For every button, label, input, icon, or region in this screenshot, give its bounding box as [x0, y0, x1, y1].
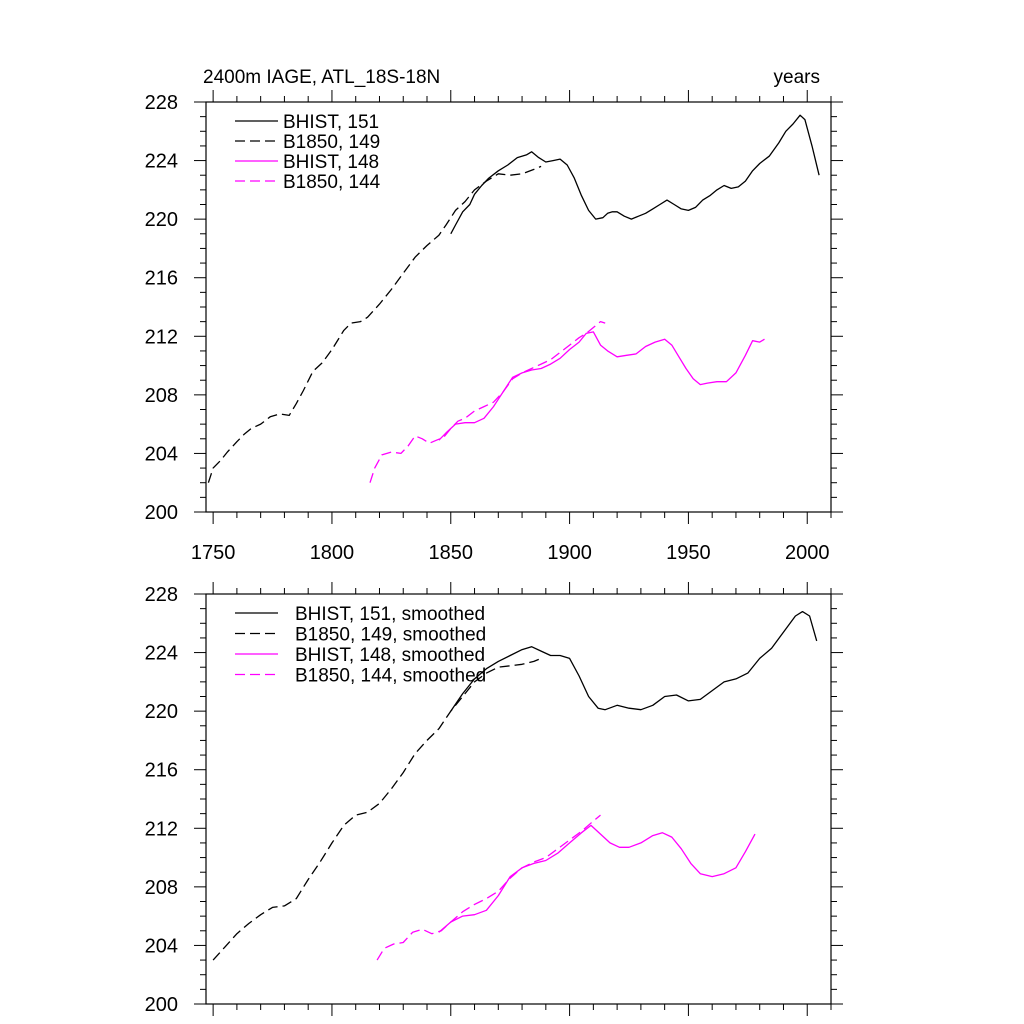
legend-label: B1850, 144: [283, 172, 381, 193]
top-panel: 2400m IAGE, ATL_18S-18N years 200 204 208 2…: [145, 67, 843, 564]
x-tick-label: 1750: [191, 542, 236, 564]
chart-right-title: years: [774, 67, 820, 88]
y-tick-label: 212: [145, 326, 178, 348]
x-tick-label: 1950: [666, 542, 711, 564]
legend-label: B1850, 149: [283, 132, 380, 153]
x-tick-label: 1900: [547, 542, 592, 564]
legend-label: BHIST, 148: [283, 152, 379, 173]
x-tick-label: 2000: [785, 542, 830, 564]
plot-frame: [205, 593, 832, 1005]
y-tick-label: 200: [145, 994, 178, 1016]
series-line: [376, 814, 601, 961]
x-tick-label: 1850: [429, 542, 474, 564]
y-tick-label: 224: [145, 643, 178, 665]
y-tick-label: 208: [145, 877, 178, 899]
y-tick-label: 208: [145, 385, 178, 407]
y-tick-label: 200: [145, 502, 178, 524]
y-tick-label: 228: [145, 584, 178, 606]
legend-label: B1850, 144, smoothed: [295, 666, 486, 687]
series-line: [212, 657, 542, 961]
series-line: [450, 114, 820, 235]
y-tick-label: 220: [145, 701, 178, 723]
y-tick-label: 204: [145, 443, 178, 465]
series-line: [369, 320, 606, 483]
plot-frame: [205, 101, 832, 513]
series-line: [438, 331, 765, 441]
chart-title: 2400m IAGE, ATL_18S-18N: [203, 67, 440, 88]
y-tick-label: 204: [145, 935, 178, 957]
y-tick-label: 216: [145, 268, 178, 290]
y-tick-label: 224: [145, 151, 178, 173]
legend-label: BHIST, 151: [283, 112, 379, 133]
series-line: [207, 165, 542, 483]
legend-label: BHIST, 151, smoothed: [295, 604, 485, 625]
y-tick-label: 216: [145, 760, 178, 782]
y-tick-label: 220: [145, 209, 178, 231]
series-line: [438, 824, 756, 933]
legend-label: B1850, 149, smoothed: [295, 625, 486, 646]
bottom-panel: 200 204 208 212 216 220 224 228 BHIST, 151, smoo…: [145, 582, 843, 1016]
y-tick-label: 228: [145, 92, 178, 114]
x-tick-label: 1800: [310, 542, 355, 564]
legend-label: BHIST, 148, smoothed: [295, 645, 485, 666]
y-tick-label: 212: [145, 818, 178, 840]
series-line: [450, 610, 818, 712]
